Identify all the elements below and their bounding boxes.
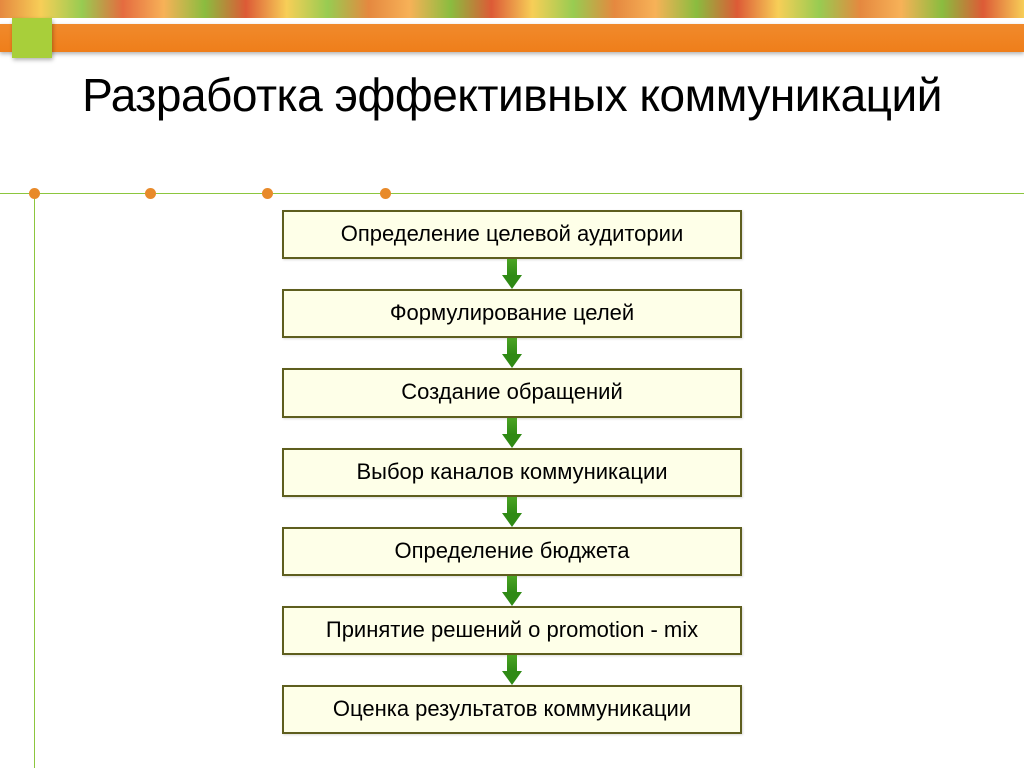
flow-step: Определение бюджета	[282, 527, 742, 576]
flowchart: Определение целевой аудитории Формулиров…	[0, 210, 1024, 734]
flow-step-label: Определение бюджета	[395, 538, 630, 563]
flow-arrow	[0, 338, 1024, 368]
decorative-dots	[0, 188, 1024, 200]
flow-arrow	[0, 259, 1024, 289]
slide-title: Разработка эффективных коммуникаций	[0, 70, 1024, 122]
flow-step-label: Определение целевой аудитории	[341, 221, 683, 246]
flow-arrow	[0, 655, 1024, 685]
flow-step: Формулирование целей	[282, 289, 742, 338]
flow-arrow	[0, 497, 1024, 527]
flow-step-label: Выбор каналов коммуникации	[356, 459, 667, 484]
slide-title-wrap: Разработка эффективных коммуникаций	[0, 70, 1024, 122]
flow-step: Принятие решений о promotion - mix	[282, 606, 742, 655]
header-orange-bar	[0, 24, 1024, 52]
flow-step-label: Формулирование целей	[390, 300, 634, 325]
dot-icon	[380, 188, 391, 199]
dot-icon	[29, 188, 40, 199]
dot-icon	[262, 188, 273, 199]
flow-step: Выбор каналов коммуникации	[282, 448, 742, 497]
flow-step-label: Создание обращений	[401, 379, 622, 404]
flow-step: Оценка результатов коммуникации	[282, 685, 742, 734]
flow-arrow	[0, 576, 1024, 606]
flow-arrow	[0, 418, 1024, 448]
dot-icon	[145, 188, 156, 199]
flow-step-label: Оценка результатов коммуникации	[333, 696, 691, 721]
header-decoration	[0, 0, 1024, 56]
flow-step-label: Принятие решений о promotion - mix	[326, 617, 698, 642]
header-image-strip	[0, 0, 1024, 18]
flow-step: Создание обращений	[282, 368, 742, 417]
flow-step: Определение целевой аудитории	[282, 210, 742, 259]
header-green-square	[12, 18, 52, 58]
